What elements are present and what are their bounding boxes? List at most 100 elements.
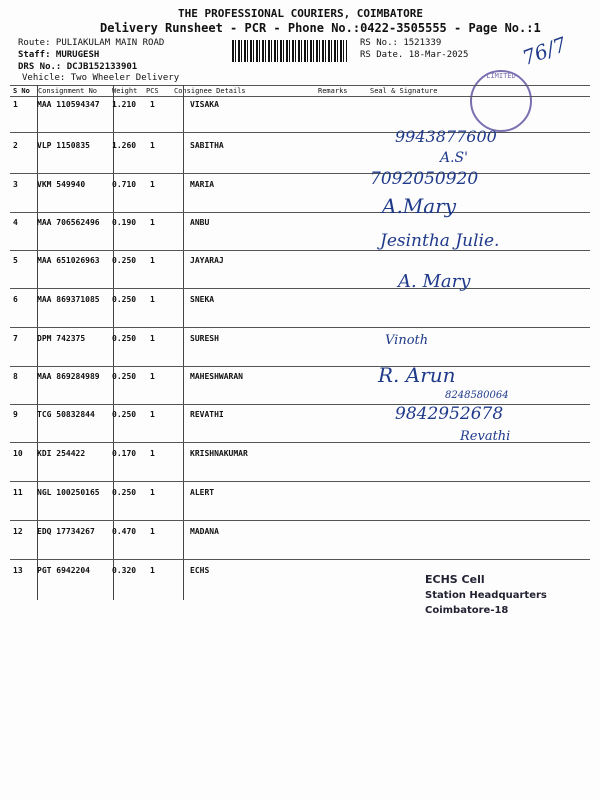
cell-cn: VLP 1150835 [37,141,90,150]
col-sno: S No [13,87,30,95]
cell-sno: 1 [13,100,18,109]
row-divider [10,481,590,482]
round-company-stamp: LIMITED [470,70,532,132]
echs-stamp-line2: Station Headquarters [425,590,547,601]
cell-sno: 5 [13,256,18,265]
cell-cn: KDI 254422 [37,449,86,458]
cell-sno: 11 [13,488,23,497]
cell-cn: MAA 651026963 [37,256,100,265]
cell-cn: EDQ 17734267 [37,527,95,536]
cell-name: JAYARAJ [190,256,224,265]
handwritten-phone: 9943877600 [395,127,497,146]
cell-wt: 0.250 [112,372,137,381]
row-divider [10,250,590,251]
row-divider [10,442,590,443]
cell-name: MAHESHWARAN [190,372,243,381]
row-divider [10,559,590,560]
cell-name: SURESH [190,334,219,343]
cell-wt: 0.250 [112,334,137,343]
handwritten-signature: Revathi [460,429,511,444]
rs-date: RS Date. 18-Mar-2025 [360,50,469,60]
handwritten-signature: Jesintha Julie. [380,231,500,251]
column-divider [113,85,114,600]
cell-name: ECHS [190,566,210,575]
row-divider [10,212,590,213]
cell-cn: MAA 706562496 [37,218,100,227]
row-divider [10,173,590,174]
row-divider [10,327,590,328]
cell-wt: 0.190 [112,218,137,227]
cell-pcs: 1 [150,527,155,536]
cell-name: MADANA [190,527,219,536]
cell-wt: 0.710 [112,180,137,189]
cell-pcs: 1 [150,334,155,343]
cell-pcs: 1 [150,100,155,109]
col-seal: Seal & Signature [370,87,438,95]
cell-pcs: 1 [150,410,155,419]
handwritten-phone: 9842952678 [395,404,504,424]
cell-pcs: 1 [150,218,155,227]
cell-pcs: 1 [150,449,155,458]
row-divider [10,132,590,133]
divider [10,85,590,86]
cell-wt: 0.250 [112,410,137,419]
cell-wt: 0.250 [112,295,137,304]
cell-cn: TCG 50832844 [37,410,95,419]
cell-name: VISAKA [190,100,219,109]
cell-name: KRISHNAKUMAR [190,449,248,458]
cell-wt: 0.470 [112,527,137,536]
runsheet-subtitle: Delivery Runsheet - PCR - Phone No.:0422… [100,21,541,35]
cell-pcs: 1 [150,566,155,575]
cell-cn: DPM 742375 [37,334,86,343]
cell-wt: 0.250 [112,488,137,497]
route: Route: PULIAKULAM MAIN ROAD [18,38,165,48]
cell-sno: 7 [13,334,18,343]
cell-name: ANBU [190,218,210,227]
handwritten-phone: 8248580064 [445,390,509,401]
cell-sno: 10 [13,449,23,458]
echs-stamp-line3: Coimbatore-18 [425,605,509,616]
cell-cn: VKM 549940 [37,180,86,189]
cell-wt: 0.250 [112,256,137,265]
cell-name: MARIA [190,180,215,189]
cell-cn: NGL 100250165 [37,488,100,497]
cell-cn: PGT 6942204 [37,566,90,575]
cell-sno: 9 [13,410,18,419]
row-divider [10,520,590,521]
cell-name: SNEKA [190,295,215,304]
cell-pcs: 1 [150,295,155,304]
cell-name: REVATHI [190,410,224,419]
drs-number: DRS No.: DCJB152133901 [18,62,138,72]
cell-name: ALERT [190,488,215,497]
col-pcs: PCS [146,87,159,95]
cell-pcs: 1 [150,141,155,150]
col-weight: Weight [112,87,138,95]
staff: Staff: MURUGESH [18,50,100,60]
rs-number: RS No.: 1521339 [360,38,442,48]
row-divider [10,366,590,367]
col-consignee: Consignee Details [174,87,246,95]
handwritten-signature: R. Arun [378,363,456,387]
cell-cn: MAA 869284989 [37,372,100,381]
cell-wt: 1.260 [112,141,137,150]
cell-pcs: 1 [150,372,155,381]
divider [10,96,590,97]
row-divider [10,288,590,289]
handwritten-page-mark: 76/7 [519,32,570,70]
cell-wt: 0.170 [112,449,137,458]
row-divider [10,404,590,405]
cell-name: SABITHA [190,141,224,150]
column-divider [37,85,38,600]
cell-wt: 0.320 [112,566,137,575]
vehicle: Vehicle: Two Wheeler Delivery [22,73,180,83]
cell-pcs: 1 [150,180,155,189]
cell-sno: 2 [13,141,18,150]
cell-cn: MAA 110594347 [37,100,100,109]
cell-sno: 6 [13,295,18,304]
handwritten-signature: Vinoth [385,333,429,348]
cell-cn: MAA 869371085 [37,295,100,304]
stamp-text: LIMITED [486,72,516,80]
company-title: THE PROFESSIONAL COURIERS, COIMBATORE [178,7,424,20]
cell-sno: 4 [13,218,18,227]
